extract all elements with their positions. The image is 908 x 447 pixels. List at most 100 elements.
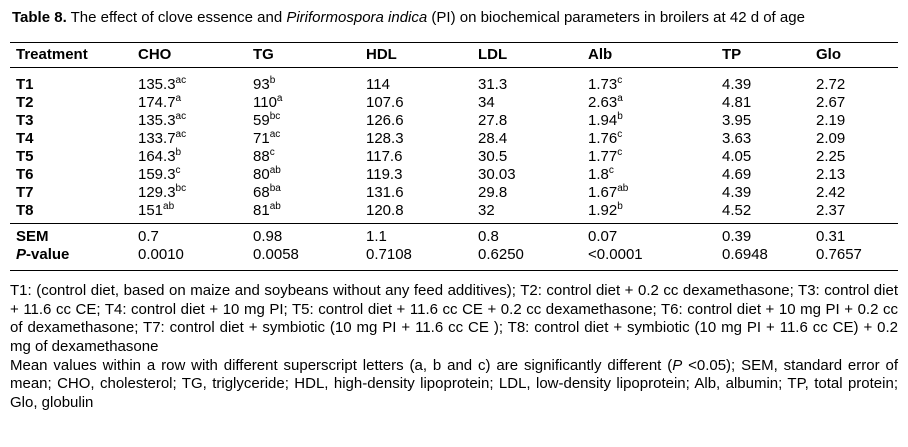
caption-text-2: (PI) on biochemical parameters in broile… bbox=[427, 9, 805, 26]
row-label: SEM bbox=[16, 228, 49, 246]
table-cell: 0.7 bbox=[138, 228, 159, 246]
table-cell: 4.69 bbox=[722, 166, 752, 184]
table-row: SEM 0.7 0.98 1.1 0.8 0.07 0.39 0.31 bbox=[10, 224, 898, 247]
footnote-p-italic: P bbox=[672, 356, 683, 374]
table-cell: 27.8 bbox=[478, 112, 508, 130]
table-cell: 0.0010 bbox=[138, 246, 184, 264]
table-row: T5 164.3b 88c 117.6 30.5 1.77c 4.05 2.25 bbox=[10, 148, 898, 166]
table-cell: 128.3 bbox=[366, 130, 404, 148]
table-row: P-value 0.0010 0.0058 0.7108 0.6250 <0.0001 0.… bbox=[10, 246, 898, 271]
superscript-letters: bc bbox=[269, 111, 281, 123]
table-cell: 117.6 bbox=[366, 148, 403, 166]
table-cell: 0.98 bbox=[253, 228, 283, 246]
table-cell: 0.07 bbox=[588, 228, 618, 246]
footnote-treatments: T1: (control diet, based on maize and so… bbox=[10, 282, 898, 356]
table-cell: 68ba bbox=[253, 183, 281, 202]
table-cell: 1.92b bbox=[588, 201, 623, 220]
table-cell: 0.7108 bbox=[366, 246, 412, 264]
table-cell: 0.6250 bbox=[478, 246, 524, 264]
table-cell: 1.8c bbox=[588, 165, 614, 184]
row-label: T6 bbox=[16, 166, 34, 184]
table-cell: 151ab bbox=[138, 201, 175, 220]
caption-text-1: The effect of clove essence and bbox=[66, 9, 287, 26]
superscript-letters: ac bbox=[175, 129, 187, 141]
table-cell: 1.67ab bbox=[588, 183, 629, 202]
table-cell: 0.39 bbox=[722, 228, 752, 246]
superscript-letters: a bbox=[276, 93, 283, 105]
table-head: Treatment CHO TG HDL LDL Alb TP Glo bbox=[10, 42, 898, 68]
superscript-letters: c bbox=[175, 165, 181, 177]
column-header: TG bbox=[253, 46, 274, 64]
table-cell: 1.73c bbox=[588, 75, 623, 94]
table-cell: 2.19 bbox=[816, 112, 846, 130]
superscript-letters: c bbox=[617, 75, 623, 87]
superscript-letters: ab bbox=[269, 201, 281, 213]
superscript-letters: b bbox=[617, 201, 623, 213]
table-row: T4 133.7ac 71ac 128.3 28.4 1.76c 3.63 2.09 bbox=[10, 130, 898, 148]
table-cell: 1.76c bbox=[588, 129, 623, 148]
table-cell: 3.63 bbox=[722, 130, 752, 148]
superscript-letters: bc bbox=[175, 183, 187, 195]
superscript-letters: b bbox=[175, 147, 182, 159]
table-cell: 0.0058 bbox=[253, 246, 299, 264]
column-header: TP bbox=[722, 46, 742, 64]
superscript-letters: ab bbox=[269, 165, 281, 177]
table-cell: 0.8 bbox=[478, 228, 499, 246]
superscript-letters: ac bbox=[269, 129, 281, 141]
table-cell: 71ac bbox=[253, 129, 281, 148]
table-cell: 4.39 bbox=[722, 76, 752, 94]
superscript-letters: c bbox=[617, 129, 623, 141]
caption-species-name: Piriformospora indica bbox=[286, 9, 428, 26]
footnote-text-2: <0.05); SEM, standard error of mean; CHO… bbox=[10, 356, 898, 411]
superscript-letters: ab bbox=[617, 183, 629, 195]
column-header: HDL bbox=[366, 46, 397, 64]
table-summary: SEM 0.7 0.98 1.1 0.8 0.07 0.39 0.31 P-value 0.001… bbox=[10, 223, 898, 271]
table-cell: <0.0001 bbox=[588, 246, 643, 264]
row-label: T8 bbox=[16, 202, 34, 220]
table-cell: 1.1 bbox=[366, 228, 387, 246]
table-cell: 34 bbox=[478, 94, 495, 112]
superscript-letters: c bbox=[608, 165, 614, 177]
table-cell: 4.52 bbox=[722, 202, 752, 220]
table-cell: 3.95 bbox=[722, 112, 752, 130]
table-row: T3 135.3ac 59bc 126.6 27.8 1.94b 3.95 2.19 bbox=[10, 112, 898, 130]
footnote-text-1: Mean values within a row with different … bbox=[10, 356, 673, 374]
table-row: T8 151ab 81ab 120.8 32 1.92b 4.52 2.37 bbox=[10, 202, 898, 224]
table-cell: 0.6948 bbox=[722, 246, 768, 264]
table-caption: Table 8. The effect of clove essence and… bbox=[12, 8, 824, 28]
table-row: T6 159.3c 80ab 119.3 30.03 1.8c 4.69 2.13 bbox=[10, 166, 898, 184]
row-label: P-value bbox=[16, 246, 70, 264]
table-cell: 4.39 bbox=[722, 184, 752, 202]
table-cell: 1.94b bbox=[588, 111, 623, 130]
table-cell: 2.67 bbox=[816, 94, 846, 112]
table-cell: 81ab bbox=[253, 201, 281, 220]
row-label: T4 bbox=[16, 130, 34, 148]
table-cell: 2.13 bbox=[816, 166, 846, 184]
biochem-table: Treatment CHO TG HDL LDL Alb TP Glo T1 135.3ac 93… bbox=[10, 42, 898, 271]
superscript-letters: a bbox=[175, 93, 182, 105]
column-header: Glo bbox=[816, 46, 841, 64]
table-cell: 174.7a bbox=[138, 93, 182, 112]
table-cell: 110a bbox=[253, 93, 283, 112]
table-cell: 80ab bbox=[253, 165, 281, 184]
table-cell: 2.37 bbox=[816, 202, 846, 220]
column-header: Alb bbox=[588, 46, 613, 64]
superscript-letters: ac bbox=[175, 111, 187, 123]
superscript-letters: ac bbox=[175, 75, 187, 87]
table-cell: 164.3b bbox=[138, 147, 182, 166]
table-cell: 88c bbox=[253, 147, 275, 166]
superscript-letters: a bbox=[617, 93, 623, 105]
table-cell: 114 bbox=[366, 76, 390, 94]
table-row: T2 174.7a 110a 107.6 34 2.63a 4.81 2.67 bbox=[10, 94, 898, 112]
table-cell: 29.8 bbox=[478, 184, 508, 202]
table-header-row: Treatment CHO TG HDL LDL Alb TP Glo bbox=[10, 43, 898, 68]
table-cell: 2.25 bbox=[816, 148, 846, 166]
table-cell: 133.7ac bbox=[138, 129, 187, 148]
table-cell: 2.09 bbox=[816, 130, 846, 148]
table-cell: 0.7657 bbox=[816, 246, 862, 264]
row-label: T2 bbox=[16, 94, 34, 112]
table-cell: 59bc bbox=[253, 111, 281, 130]
row-label: T7 bbox=[16, 184, 34, 202]
table-cell: 159.3c bbox=[138, 165, 181, 184]
superscript-letters: ba bbox=[269, 183, 281, 195]
